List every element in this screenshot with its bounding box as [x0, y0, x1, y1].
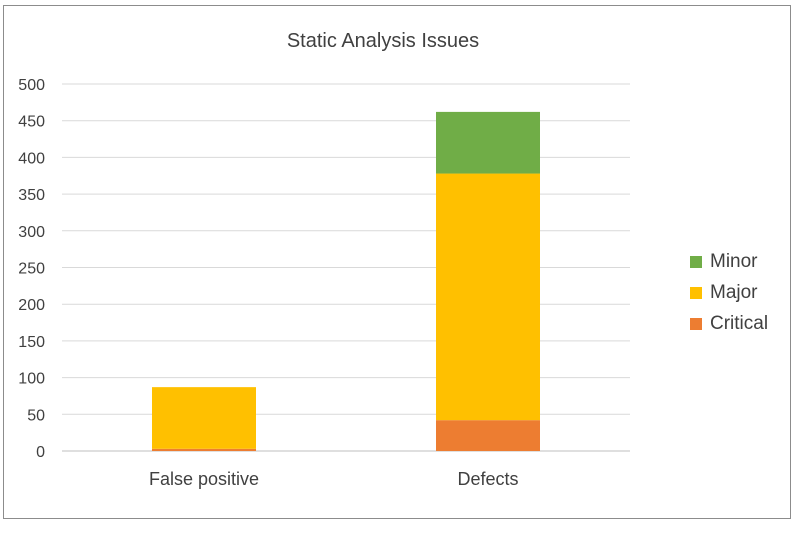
y-tick-label: 350 — [18, 187, 45, 204]
legend-item-critical: Critical — [690, 308, 768, 339]
legend-item-major: Major — [690, 277, 768, 308]
y-tick-label: 50 — [27, 407, 45, 424]
y-tick-label: 400 — [18, 150, 45, 167]
y-tick-label: 150 — [18, 334, 45, 351]
y-tick-label: 200 — [18, 297, 45, 314]
bar-segment-critical — [152, 448, 256, 451]
bar-segment-critical — [436, 420, 540, 451]
y-tick-label: 0 — [36, 444, 45, 461]
bar-segment-major — [436, 173, 540, 421]
legend-swatch — [690, 286, 702, 299]
chart-legend: Minor Major Critical — [690, 246, 768, 339]
bar-segment-minor — [436, 111, 540, 174]
x-tick-label: Defects — [457, 469, 518, 489]
y-tick-label: 300 — [18, 224, 45, 241]
legend-item-minor: Minor — [690, 246, 768, 277]
y-tick-label: 500 — [18, 77, 45, 94]
legend-swatch — [690, 255, 702, 268]
chart-title: Static Analysis Issues — [286, 30, 480, 52]
legend-label: Minor — [710, 250, 758, 272]
legend-swatch — [690, 317, 702, 330]
y-tick-label: 450 — [18, 114, 45, 131]
legend-label: Critical — [710, 312, 769, 334]
y-tick-label: 100 — [18, 371, 45, 388]
legend-label: Major — [710, 281, 758, 303]
bar-segment-major — [152, 387, 256, 449]
y-tick-label: 250 — [18, 261, 45, 278]
chart-frame — [3, 5, 791, 519]
x-tick-label: False positive — [149, 469, 259, 489]
